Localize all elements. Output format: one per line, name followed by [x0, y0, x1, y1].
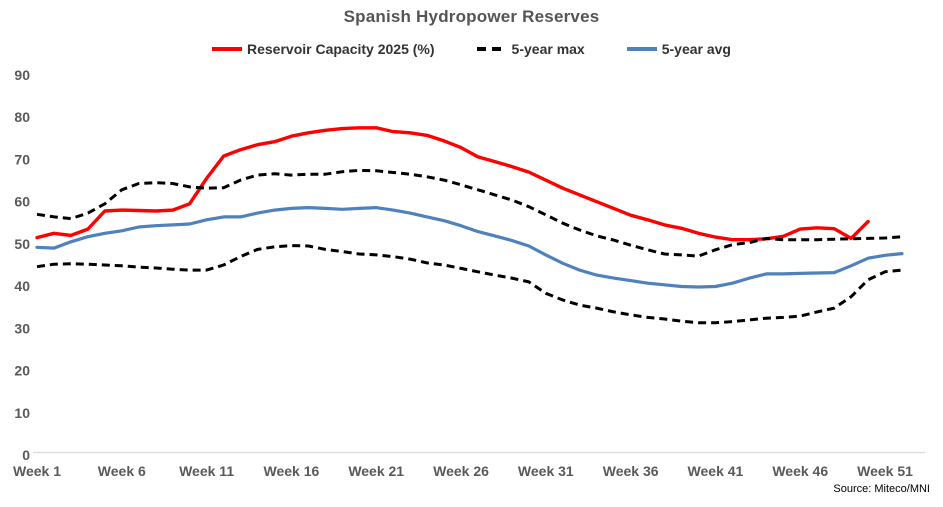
legend-item-5-year-max: 5-year max	[476, 41, 585, 57]
series-line-5-year-min	[36, 244, 903, 325]
y-tick-label-60: 60	[14, 194, 30, 210]
y-tick-label-90: 90	[14, 67, 30, 83]
legend-item-5-year-avg: 5-year avg	[626, 41, 731, 57]
legend-item-reservoir-capacity-2025: Reservoir Capacity 2025 (%)	[212, 41, 435, 57]
legend-label-reservoir-capacity-2025: Reservoir Capacity 2025 (%)	[247, 41, 435, 57]
x-tick-label-week-26: Week 26	[433, 463, 489, 479]
x-tick-label-week-11: Week 11	[179, 463, 234, 479]
x-tick-label-week-6: Week 6	[98, 463, 146, 479]
y-tick-label-10: 10	[14, 405, 30, 421]
legend-swatch-black-dashed-line-icon	[476, 47, 507, 51]
legend-swatch-red-line-icon	[212, 47, 242, 51]
series-line-5-year-avg	[35, 206, 904, 289]
x-tick-label-week-46: Week 46	[772, 463, 828, 479]
chart-title: Spanish Hydropower Reserves	[343, 7, 600, 26]
legend-label-5-year-max: 5-year max	[511, 41, 585, 57]
x-tick-label-week-1: Week 1	[13, 463, 61, 479]
legend-label-5-year-avg: 5-year avg	[661, 41, 731, 57]
y-tick-label-80: 80	[14, 109, 30, 125]
x-tick-label-week-36: Week 36	[603, 463, 659, 479]
y-tick-label-30: 30	[14, 320, 30, 336]
x-tick-label-week-31: Week 31	[518, 463, 574, 479]
source-note: Source: Miteco/MNI	[833, 483, 930, 495]
x-tick-label-week-51: Week 51	[857, 463, 913, 479]
y-tick-label-20: 20	[14, 363, 30, 379]
y-tick-label-40: 40	[14, 278, 30, 294]
x-tick-label-week-21: Week 21	[348, 463, 404, 479]
legend-swatch-blue-line-icon	[626, 47, 657, 51]
x-tick-label-week-16: Week 16	[264, 463, 320, 479]
y-tick-label-0: 0	[22, 447, 30, 463]
series-line-5-year-max	[36, 168, 903, 258]
x-tick-label-week-41: Week 41	[688, 463, 744, 479]
series-line-reservoir-capacity-2025	[35, 126, 870, 242]
chart-legend: Reservoir Capacity 2025 (%) 5-year max 5…	[0, 41, 943, 57]
y-tick-label-70: 70	[14, 151, 30, 167]
y-tick-label-50: 50	[14, 236, 30, 252]
